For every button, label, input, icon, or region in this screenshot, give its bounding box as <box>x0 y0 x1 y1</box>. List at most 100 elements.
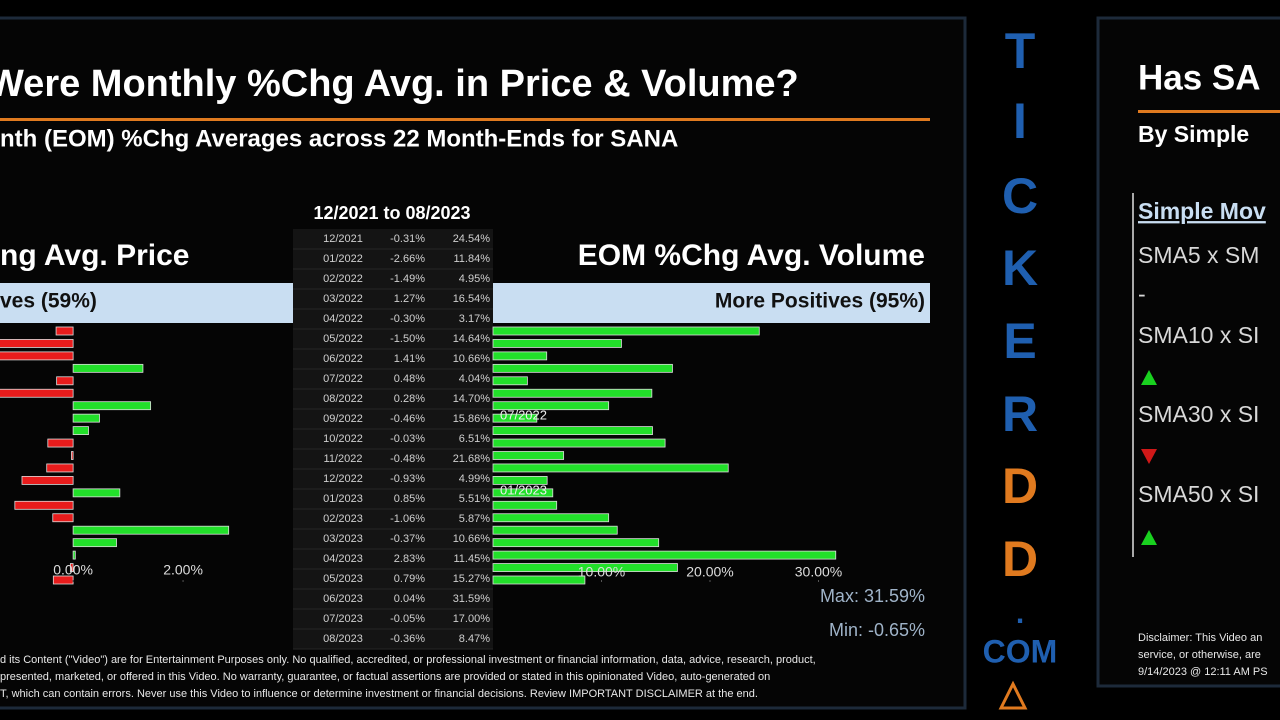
disclaimer-line: presented, marketed, or offered in this … <box>0 671 770 683</box>
volume-banner-text: More Positives (95%) <box>715 290 925 313</box>
table-volume: 4.95% <box>459 273 490 285</box>
volume-tick-label: 10.00% <box>578 564 625 580</box>
table-price: -1.49% <box>390 273 425 285</box>
volume-bar <box>492 339 622 348</box>
table-date: 06/2022 <box>323 353 363 365</box>
table-date: 11/2022 <box>324 453 363 465</box>
price-bar <box>72 538 117 548</box>
table-price: -0.93% <box>390 473 425 485</box>
table-price: -0.36% <box>390 633 425 645</box>
volume-bar <box>492 388 653 398</box>
table-date: 12/2021 <box>323 233 363 245</box>
logo-letter: COM <box>983 633 1058 669</box>
volume-annotation: 01/2023 <box>500 482 547 497</box>
up-arrow <box>1141 370 1157 385</box>
rp-item: SMA5 x SM <box>1138 242 1259 268</box>
table-volume: 10.66% <box>453 353 491 365</box>
table-price: 2.83% <box>394 553 425 565</box>
logo-letter: T <box>1005 23 1036 79</box>
table-price: -0.48% <box>390 453 425 465</box>
rp-disclaimer-line: service, or otherwise, are <box>1138 649 1261 661</box>
volume-bar <box>492 575 586 585</box>
subtitle: nth (EOM) %Chg Averages across 22 Month-… <box>0 125 678 152</box>
logo-letter: D <box>1002 458 1038 514</box>
volume-title: EOM %Chg Avg. Volume <box>578 239 925 272</box>
price-bar <box>72 413 100 423</box>
table-date: 05/2022 <box>323 333 363 345</box>
price-banner <box>0 283 293 323</box>
table-price: -1.50% <box>390 333 425 345</box>
logo-letter: I <box>1013 93 1027 149</box>
volume-max: Max: 31.59% <box>820 586 925 606</box>
table-price: 0.04% <box>394 593 425 605</box>
volume-min: Min: -0.65% <box>829 620 925 640</box>
price-bar <box>55 326 74 336</box>
price-title: ng Avg. Price <box>0 239 190 272</box>
volume-tick-label: 30.00% <box>795 564 842 580</box>
table-volume: 15.27% <box>453 573 491 585</box>
table-date: 04/2023 <box>323 553 363 565</box>
logo-letter: D <box>1002 531 1038 587</box>
price-tick-label: 2.00% <box>163 562 203 578</box>
table-volume: 11.84% <box>454 253 491 265</box>
rp-item: SMA30 x SI <box>1138 401 1259 427</box>
volume-bar <box>492 463 729 473</box>
table-date: 02/2022 <box>323 273 363 285</box>
table-price: 0.28% <box>394 393 425 405</box>
table-volume: 4.04% <box>459 373 490 385</box>
table-volume: 4.99% <box>459 473 490 485</box>
price-bar <box>72 401 152 411</box>
table-volume: 14.64% <box>453 333 491 345</box>
title-rule <box>0 118 930 121</box>
table-date: 04/2022 <box>323 313 363 325</box>
price-bar <box>46 463 74 473</box>
volume-tick-label: 20.00% <box>686 564 733 580</box>
volume-bar <box>492 525 618 535</box>
table-date: 07/2022 <box>323 373 363 385</box>
rp-subtitle: By Simple <box>1138 121 1249 147</box>
table-price: -0.31% <box>390 233 425 245</box>
volume-bar <box>492 413 538 423</box>
rp-disclaimer-line: Disclaimer: This Video an <box>1138 632 1262 644</box>
table-price: -1.06% <box>390 513 425 525</box>
price-bar <box>71 451 74 460</box>
rp-heading: Simple Mov <box>1138 198 1266 224</box>
logo-letter: K <box>1002 240 1038 296</box>
price-bar <box>72 426 89 436</box>
price-bar <box>0 339 74 348</box>
date-range: 12/2021 to 08/2023 <box>313 203 470 223</box>
price-bar <box>72 525 230 535</box>
table-price: -0.05% <box>390 613 425 625</box>
volume-bar <box>492 401 610 411</box>
volume-bar <box>492 351 548 361</box>
price-tick-label: 0.00% <box>53 562 93 578</box>
table-volume: 15.86% <box>453 413 491 425</box>
rp-item: SMA50 x SI <box>1138 481 1259 507</box>
rp-item: - <box>1138 281 1146 307</box>
title: Were Monthly %Chg Avg. in Price & Volume… <box>0 63 799 105</box>
rp-title: Has SA <box>1138 58 1261 97</box>
table-volume: 11.45% <box>454 553 491 565</box>
down-arrow <box>1141 449 1157 464</box>
price-bar <box>72 488 121 498</box>
disclaimer-line: T, which can contain errors. Never use t… <box>0 688 758 700</box>
price-banner-text: ves (59%) <box>0 290 97 313</box>
table-date: 10/2022 <box>323 433 363 445</box>
table-volume: 5.87% <box>459 513 490 525</box>
table-volume: 10.66% <box>453 533 491 545</box>
logo-letter: C <box>1002 168 1038 224</box>
table-date: 01/2023 <box>323 493 363 505</box>
price-bar <box>72 363 144 373</box>
price-bar <box>56 376 74 386</box>
table-date: 03/2022 <box>323 293 363 305</box>
table-volume: 21.68% <box>453 453 491 465</box>
logo-letter: R <box>1002 386 1038 442</box>
table-price: -2.66% <box>390 253 425 265</box>
price-bar <box>14 500 74 510</box>
price-bar <box>52 513 74 523</box>
table-price: -0.03% <box>390 433 425 445</box>
volume-bar <box>492 376 528 386</box>
table-date: 07/2023 <box>323 613 363 625</box>
table-volume: 8.47% <box>459 633 490 645</box>
